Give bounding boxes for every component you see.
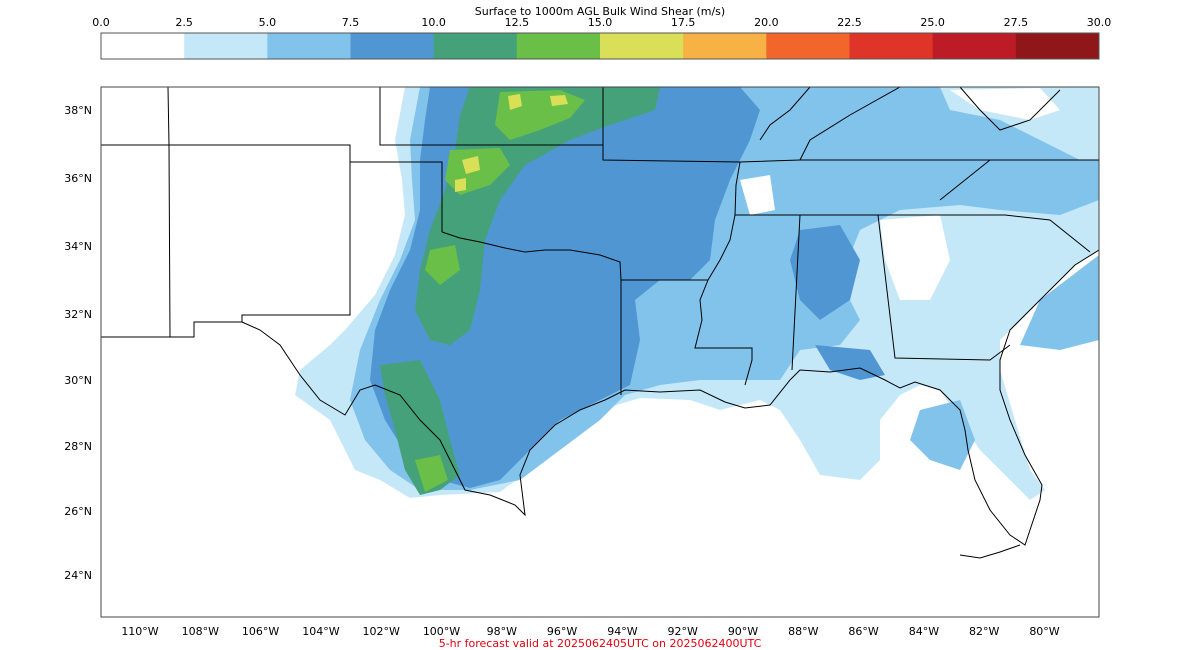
colorbar-tick-label: 20.0 <box>754 16 779 29</box>
colorbar-cell <box>766 33 850 59</box>
colorbar-tick-label: 0.0 <box>92 16 110 29</box>
latitude-label: 24°N <box>64 569 92 582</box>
latitude-label: 28°N <box>64 440 92 453</box>
boundaries <box>101 87 1099 559</box>
longitude-label: 82°W <box>969 625 999 638</box>
shear-field <box>295 87 1099 500</box>
colorbar-tick-label: 22.5 <box>837 16 862 29</box>
longitude-label: 80°W <box>1029 625 1059 638</box>
colorbar-tick-label: 17.5 <box>671 16 696 29</box>
longitude-label: 106°W <box>242 625 279 638</box>
colorbar-title: Surface to 1000m AGL Bulk Wind Shear (m/… <box>475 5 725 18</box>
colorbar-cell <box>932 33 1017 59</box>
longitude-label: 86°W <box>848 625 878 638</box>
map-frame <box>100 86 1100 618</box>
colorbar-tick-label: 5.0 <box>259 16 277 29</box>
latitude-label: 26°N <box>64 505 92 518</box>
latitude-label: 34°N <box>64 240 92 253</box>
state-lines-east <box>759 87 1099 201</box>
colorbar-tick-label: 10.0 <box>421 16 446 29</box>
colorbar-cell <box>267 33 351 59</box>
shear-contour-15-0 <box>455 94 568 192</box>
colorbar-cell <box>184 33 268 59</box>
colorbar-tick-label: 27.5 <box>1004 16 1029 29</box>
shear-contour-12-5-d <box>415 455 448 492</box>
longitude-label: 88°W <box>788 625 818 638</box>
colorbar: Surface to 1000m AGL Bulk Wind Shear (m/… <box>92 5 1111 60</box>
longitude-label: 104°W <box>302 625 339 638</box>
colorbar-cell <box>516 33 601 59</box>
longitude-label: 102°W <box>363 625 400 638</box>
longitude-label: 94°W <box>607 625 637 638</box>
longitude-label: 110°W <box>121 625 158 638</box>
latitude-label: 38°N <box>64 104 92 117</box>
shear-contour-5-0-east <box>1020 255 1099 350</box>
colorbar-tick-label: 15.0 <box>588 16 613 29</box>
colorbar-cell <box>1015 33 1100 59</box>
colorbar-tick-label: 25.0 <box>920 16 945 29</box>
colorbar-cell <box>683 33 767 59</box>
state-lines-mississippi <box>694 159 1099 386</box>
colorbar-cell <box>600 33 684 59</box>
colorbar-tick-label: 2.5 <box>175 16 193 29</box>
forecast-valid-caption: 5-hr forecast valid at 2025062405UTC on … <box>439 637 762 650</box>
longitude-label: 98°W <box>487 625 517 638</box>
longitude-label: 90°W <box>728 625 758 638</box>
shear-gap-2 <box>950 88 1060 120</box>
longitude-label: 84°W <box>909 625 939 638</box>
latitude-label: 36°N <box>64 172 92 185</box>
latitude-labels: 38°N 36°N 34°N 32°N 30°N 28°N 26°N 24°N <box>64 104 92 582</box>
colorbar-tick-label: 7.5 <box>342 16 360 29</box>
longitude-label: 96°W <box>547 625 577 638</box>
latitude-label: 32°N <box>64 308 92 321</box>
coastline-keys <box>959 544 1021 559</box>
longitude-label: 100°W <box>423 625 460 638</box>
coastline-gulf <box>241 249 1099 546</box>
colorbar-tick-labels: 0.0 2.5 5.0 7.5 10.0 12.5 15.0 17.5 20.0 22.5 25.0… <box>92 16 1111 29</box>
longitude-labels: 110°W 108°W 106°W 104°W 102°W 100°W 98°W 96°W 94… <box>121 625 1059 638</box>
state-lines-west <box>101 87 604 338</box>
colorbar-cell <box>350 33 435 59</box>
map-panel: 38°N 36°N 34°N 32°N 30°N 28°N 26°N 24°N 110°W 10… <box>64 86 1100 638</box>
colorbar-cell <box>101 33 185 59</box>
colorbar-frame <box>100 32 1100 60</box>
shear-contour-5-0-fl <box>910 400 975 470</box>
colorbar-tick-label: 30.0 <box>1087 16 1112 29</box>
longitude-label: 92°W <box>668 625 698 638</box>
shear-gap-3 <box>740 175 775 215</box>
colorbar-cells <box>101 33 1100 59</box>
colorbar-tick-label: 12.5 <box>505 16 530 29</box>
shear-contour-12-5-c <box>425 245 460 285</box>
latitude-label: 30°N <box>64 374 92 387</box>
colorbar-cell <box>849 33 934 59</box>
shear-contour-7-5-se <box>790 225 860 320</box>
shear-gap-1 <box>880 215 950 300</box>
longitude-label: 108°W <box>182 625 219 638</box>
colorbar-cell <box>433 33 518 59</box>
